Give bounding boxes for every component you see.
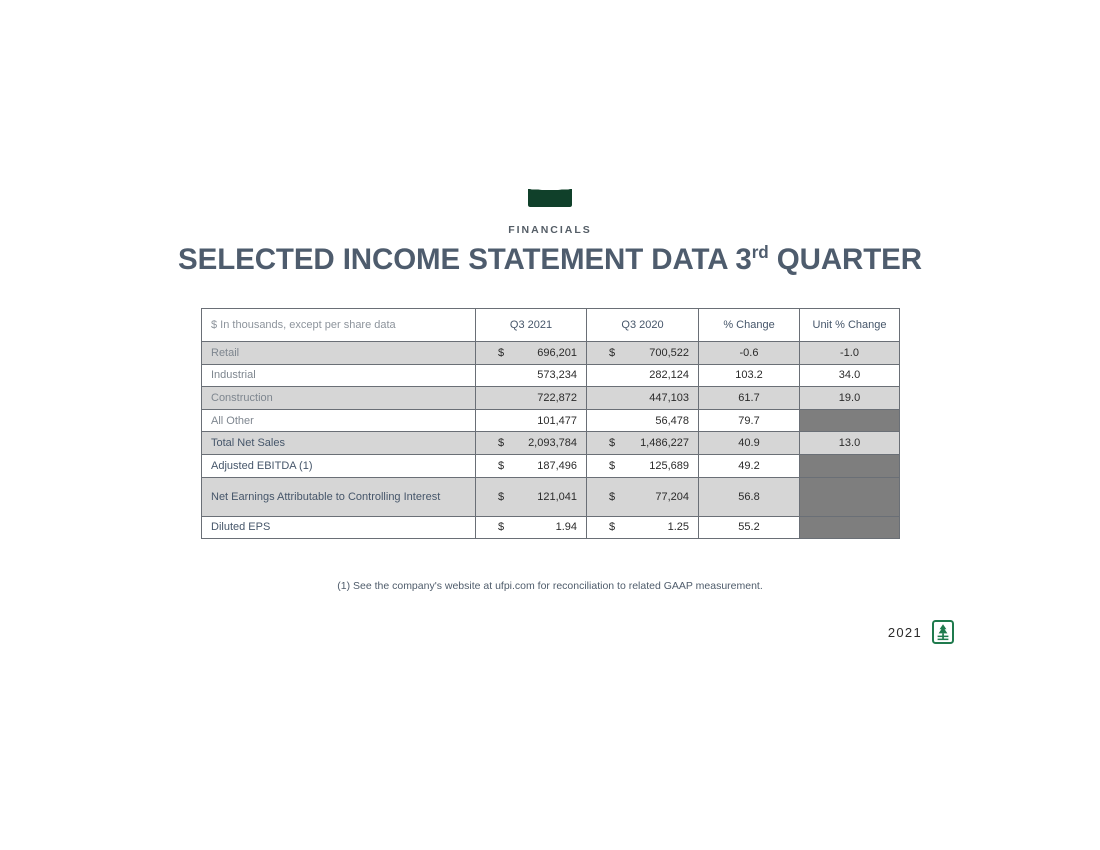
cell-value: 56,478	[655, 414, 689, 427]
cell-q3-2020: $700,522	[586, 341, 699, 365]
page-title-main: SELECTED INCOME STATEMENT DATA 3	[178, 243, 752, 276]
cell-unit-pct-change: 34.0	[799, 363, 900, 388]
currency-symbol: $	[609, 346, 616, 359]
row-label: Total Net Sales	[201, 431, 476, 455]
currency-symbol: $	[609, 490, 616, 503]
footer-year: 2021	[887, 624, 922, 640]
column-header-pct-change: % Change	[698, 308, 800, 342]
page-title-tail: QUARTER	[768, 243, 922, 276]
cell-pct-change: 56.8	[698, 476, 800, 517]
table-row: Net Earnings Attributable to Controlling…	[201, 476, 900, 517]
row-label: Industrial	[201, 363, 476, 388]
slide-header: FINANCIALS SELECTED INCOME STATEMENT DAT…	[0, 182, 1100, 277]
cell-value: 447,103	[649, 391, 689, 404]
page-footer: 2021	[888, 620, 954, 644]
table-row: Diluted EPS $1.94 $1.25 55.2	[201, 515, 900, 540]
cell-q3-2021: 101,477	[475, 408, 587, 433]
cell-value: 1,486,227	[640, 437, 689, 450]
cell-unit-pct-change-unavailable	[799, 453, 900, 478]
cell-unit-pct-change-unavailable	[799, 476, 900, 517]
cell-value: 1.25	[667, 521, 689, 534]
cell-value: 282,124	[649, 369, 689, 382]
cell-pct-change: 61.7	[698, 386, 800, 410]
cell-pct-change: 40.9	[698, 431, 800, 455]
cell-q3-2020: $125,689	[586, 453, 699, 478]
cell-value: 2,093,784	[528, 437, 577, 450]
cell-q3-2021: $2,093,784	[475, 431, 587, 455]
table-row: Retail $696,201 $700,522 -0.6 -1.0	[201, 341, 900, 365]
table-row: Total Net Sales $2,093,784 $1,486,227 40.9 1…	[201, 431, 900, 455]
ufp-tree-logo-icon	[932, 620, 954, 644]
row-label: Construction	[201, 386, 476, 410]
cell-unit-pct-change-unavailable	[799, 408, 900, 433]
column-header-label: $ In thousands, except per share data	[201, 308, 476, 342]
row-label: All Other	[201, 408, 476, 433]
cell-unit-pct-change: 13.0	[799, 431, 900, 455]
cell-value: 1.94	[555, 521, 577, 534]
ufp-green-mark-icon	[528, 182, 572, 207]
table-row: All Other 101,477 56,478 79.7	[201, 408, 900, 433]
currency-symbol: $	[498, 346, 505, 359]
cell-pct-change: 55.2	[698, 515, 800, 540]
row-label: Adjusted EBITDA (1)	[201, 453, 476, 478]
table-row: Industrial 573,234 282,124 103.2 34.0	[201, 363, 900, 388]
cell-value: 722,872	[537, 391, 577, 404]
table-body: Retail $696,201 $700,522 -0.6 -1.0 Industrial…	[201, 341, 900, 540]
income-statement-table: $ In thousands, except per share data Q3…	[201, 308, 900, 540]
table-header: $ In thousands, except per share data Q3…	[201, 308, 900, 342]
cell-value: 121,041	[537, 490, 577, 503]
cell-value: 77,204	[655, 490, 689, 503]
row-label: Retail	[201, 341, 476, 365]
currency-symbol: $	[609, 459, 616, 472]
currency-symbol: $	[609, 437, 616, 450]
cell-q3-2020: 282,124	[586, 363, 699, 388]
cell-q3-2021: $187,496	[475, 453, 587, 478]
currency-symbol: $	[498, 437, 505, 450]
cell-value: 696,201	[537, 346, 577, 359]
currency-symbol: $	[498, 490, 505, 503]
cell-value: 700,522	[649, 346, 689, 359]
section-eyebrow: FINANCIALS	[508, 224, 592, 236]
cell-q3-2020: 56,478	[586, 408, 699, 433]
page-title: SELECTED INCOME STATEMENT DATA 3rd QUART…	[0, 243, 1100, 277]
page-title-ordinal-suffix: rd	[751, 243, 769, 263]
column-header-unit-pct-change: Unit % Change	[799, 308, 900, 342]
currency-symbol: $	[498, 459, 505, 472]
cell-pct-change: -0.6	[698, 341, 800, 365]
cell-unit-pct-change-unavailable	[799, 515, 900, 540]
column-header-q3-2020: Q3 2020	[586, 308, 699, 342]
column-header-q3-2021: Q3 2021	[475, 308, 587, 342]
cell-unit-pct-change: 19.0	[799, 386, 900, 410]
table-row: Construction 722,872 447,103 61.7 19.0	[201, 386, 900, 410]
cell-q3-2020: $77,204	[586, 476, 699, 517]
cell-value: 125,689	[649, 459, 689, 472]
row-label: Diluted EPS	[201, 515, 476, 540]
cell-value: 101,477	[537, 414, 577, 427]
cell-q3-2020: 447,103	[586, 386, 699, 410]
footnote: (1) See the company's website at ufpi.co…	[337, 580, 763, 592]
cell-value: 187,496	[537, 459, 577, 472]
currency-symbol: $	[498, 521, 505, 534]
cell-q3-2021: 573,234	[475, 363, 587, 388]
cell-pct-change: 49.2	[698, 453, 800, 478]
income-statement-table-container: $ In thousands, except per share data Q3…	[201, 308, 900, 540]
cell-q3-2020: $1.25	[586, 515, 699, 540]
table-row: Adjusted EBITDA (1) $187,496 $125,689 49.2	[201, 453, 900, 478]
cell-unit-pct-change: -1.0	[799, 341, 900, 365]
cell-q3-2021: $121,041	[475, 476, 587, 517]
table-header-row: $ In thousands, except per share data Q3…	[201, 308, 900, 342]
cell-pct-change: 103.2	[698, 363, 800, 388]
row-label: Net Earnings Attributable to Controlling…	[201, 476, 476, 517]
cell-q3-2021: 722,872	[475, 386, 587, 410]
cell-q3-2021: $1.94	[475, 515, 587, 540]
cell-q3-2020: $1,486,227	[586, 431, 699, 455]
cell-pct-change: 79.7	[698, 408, 800, 433]
cell-q3-2021: $696,201	[475, 341, 587, 365]
currency-symbol: $	[609, 521, 616, 534]
cell-value: 573,234	[537, 369, 577, 382]
